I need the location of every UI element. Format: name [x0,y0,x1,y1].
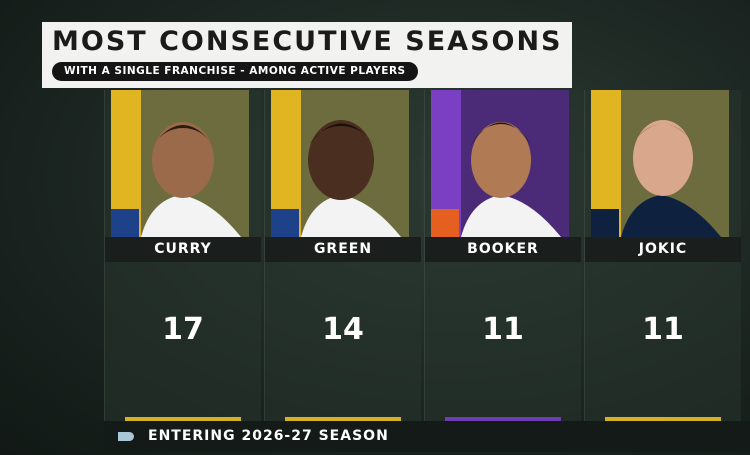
seasons-value: 14 [322,312,364,347]
player-name: JOKIC [585,237,741,262]
accent-bar [605,417,721,421]
player-card: CURRY 17 [104,90,261,421]
player-name: GREEN [265,237,421,262]
player-photo [431,90,569,237]
accent-bar [445,417,561,421]
player-card: JOKIC 11 [584,90,741,421]
player-name: CURRY [105,237,261,262]
seasons-value: 11 [642,312,684,347]
accent-bar [125,417,241,421]
title-box: MOST CONSECUTIVE SEASONS WITH A SINGLE F… [42,22,572,88]
player-card: GREEN 14 [264,90,421,421]
subtitle: WITH A SINGLE FRANCHISE - AMONG ACTIVE P… [52,62,418,81]
seasons-value: 11 [482,312,524,347]
player-card: BOOKER 11 [424,90,581,421]
player-photo [111,90,249,237]
player-photo [591,90,729,237]
footer: ENTERING 2026-27 SEASON [104,421,750,452]
title: MOST CONSECUTIVE SEASONS [52,26,563,57]
seasons-value: 17 [162,312,204,347]
accent-bar [285,417,401,421]
footer-icon [118,432,134,441]
player-name: BOOKER [425,237,581,262]
player-photo [271,90,409,237]
footer-text: ENTERING 2026-27 SEASON [148,428,389,444]
